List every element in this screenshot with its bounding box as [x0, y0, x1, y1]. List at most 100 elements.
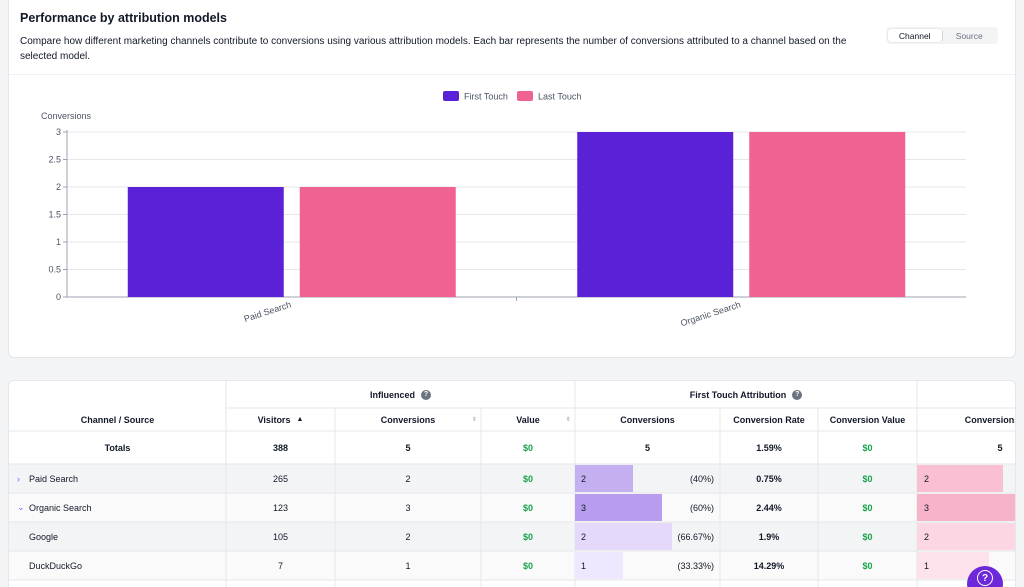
- header-label: Visitors: [257, 414, 291, 425]
- row-lt-conversions: 2: [924, 473, 930, 484]
- lt-share-bar: [917, 494, 1015, 521]
- row-ft-conversions: 3: [581, 502, 587, 513]
- ft-share-bar: [575, 465, 633, 492]
- row-conversions: 2: [405, 473, 411, 484]
- group-label: Influenced: [369, 389, 415, 400]
- ft-share-bar: [575, 494, 662, 521]
- row-bg: [9, 493, 1015, 522]
- totals-label: Totals: [104, 442, 131, 453]
- header-ft-conversion-rate: Conversion Rate: [733, 414, 805, 425]
- row-ft-percent: (40%): [689, 473, 714, 484]
- row-ft-value: $0: [862, 560, 873, 571]
- totals-ft-value: $0: [862, 442, 873, 453]
- bar-1-0: [577, 132, 734, 297]
- y-tick-label: 3: [56, 127, 61, 137]
- row-ft-value: $0: [862, 473, 873, 484]
- attribution-table: Influenced? First Touch Attribution? Chann…: [8, 380, 1016, 587]
- row-lt-conversions: 3: [924, 502, 930, 513]
- totals-visitors: 388: [272, 442, 289, 453]
- group-header-influenced: Influenced?: [226, 381, 575, 408]
- row-bg: [9, 522, 1015, 551]
- help-icon[interactable]: ?: [421, 389, 431, 400]
- row-channel-1[interactable]: ⌄ Organic Search: [17, 493, 217, 522]
- group-header-first-touch: First Touch Attribution?: [575, 381, 917, 408]
- y-tick-label: 0.5: [48, 265, 61, 275]
- header-lt-conversions: Conversions: [964, 414, 1016, 425]
- card-description: Compare how different marketing channels…: [20, 36, 847, 62]
- row-ft-rate: 14.29%: [753, 560, 785, 571]
- row-label: Organic Search: [29, 502, 92, 513]
- row-lt-conversions: 1: [924, 560, 930, 571]
- row-ft-percent: (66.67%): [677, 531, 714, 542]
- bar-0-1: [299, 187, 456, 297]
- help-button[interactable]: ?: [967, 566, 1003, 587]
- row-lt-conversions: 2: [924, 531, 930, 542]
- attribution-bar-chart: First Touch Last Touch Conversions 0 0.5 1 1.5…: [41, 91, 966, 328]
- header-ft-conversions: Conversions: [620, 414, 675, 425]
- row-channel-0[interactable]: › Paid Search: [17, 464, 217, 493]
- y-tick-label: 1: [56, 237, 61, 247]
- help-icon[interactable]: ?: [792, 389, 803, 400]
- bar-1-1: [749, 132, 906, 297]
- header-label: Conversions: [380, 414, 436, 425]
- row-channel-2: Google: [29, 522, 229, 551]
- row-label: Google: [29, 531, 59, 542]
- row-conversions: 3: [405, 502, 411, 513]
- row-value: $0: [522, 531, 533, 542]
- ft-share-bar: [575, 552, 623, 579]
- row-visitors: 7: [277, 560, 283, 571]
- card-divider: [9, 74, 1015, 75]
- toggle-separator: [941, 30, 943, 41]
- row-conversions: 1: [405, 560, 411, 571]
- y-tick-label: 1.5: [48, 210, 61, 220]
- row-ft-percent: (60%): [689, 502, 714, 513]
- totals-value: $0: [522, 442, 533, 453]
- header-label: Value: [516, 414, 540, 425]
- question-icon: ?: [977, 570, 993, 586]
- row-bg: [9, 551, 1015, 580]
- toggle-channel-button[interactable]: Channel: [888, 29, 942, 42]
- header-value[interactable]: Value ⇳: [481, 408, 575, 431]
- table-grid: [9, 381, 1015, 587]
- row-ft-value: $0: [862, 531, 873, 542]
- row-visitors: 123: [272, 502, 289, 513]
- totals-conversions: 5: [405, 442, 411, 453]
- header-channel-source: Channel / Source: [80, 414, 155, 425]
- x-tick-label: Organic Search: [679, 299, 742, 328]
- sort-ascending-icon[interactable]: ▲: [296, 416, 304, 423]
- lt-share-bar: [917, 523, 1015, 550]
- header-conversions[interactable]: Conversions ⇳: [335, 408, 481, 431]
- sort-icon[interactable]: ⇳: [471, 417, 477, 423]
- row-visitors: 105: [272, 531, 289, 542]
- row-label: Paid Search: [29, 473, 79, 484]
- bar-0-0: [127, 187, 284, 297]
- row-value: $0: [522, 473, 533, 484]
- toggle-source-button[interactable]: Source: [955, 30, 983, 41]
- ft-share-bar: [575, 523, 672, 550]
- row-ft-conversions: 1: [581, 560, 587, 571]
- row-label: DuckDuckGo: [29, 560, 83, 571]
- header-ft-conversion-value: Conversion Value: [829, 414, 906, 425]
- card-title: Performance by attribution models: [20, 11, 227, 25]
- totals-bg: [9, 431, 1015, 464]
- y-tick-label: 2.5: [48, 155, 61, 165]
- row-ft-percent: (33.33%): [677, 560, 714, 571]
- sort-icon[interactable]: ⇳: [565, 417, 571, 423]
- row-bg: [9, 464, 1015, 493]
- group-label: First Touch Attribution: [689, 389, 787, 400]
- legend-label-1: Last Touch: [538, 92, 581, 102]
- legend-swatch-1: [517, 91, 533, 101]
- chevron-down-icon[interactable]: ⌄: [17, 502, 25, 512]
- chevron-right-icon[interactable]: ›: [17, 473, 20, 484]
- header-visitors[interactable]: Visitors ▲: [226, 408, 335, 431]
- lt-share-bar: [917, 465, 1003, 492]
- row-value: $0: [522, 560, 533, 571]
- row-visitors: 265: [272, 473, 289, 484]
- attribution-chart-card: Performance by attribution models Compar…: [8, 0, 1016, 358]
- row-value: $0: [522, 502, 533, 513]
- legend-label-0: First Touch: [464, 92, 508, 102]
- row-ft-conversions: 2: [581, 473, 587, 484]
- row-ft-rate: 1.9%: [758, 531, 780, 542]
- row-ft-value: $0: [862, 502, 873, 513]
- totals-lt-conversions: 5: [997, 442, 1003, 453]
